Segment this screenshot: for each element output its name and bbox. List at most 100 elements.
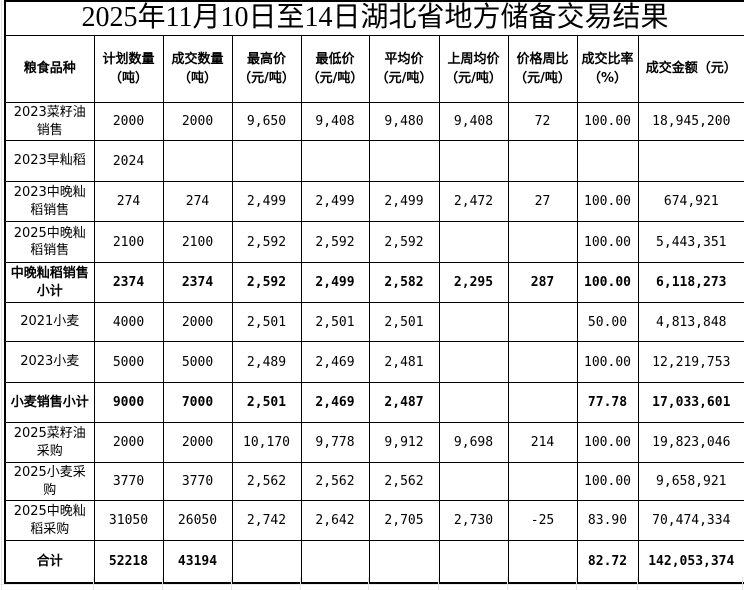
- value-cell: 2000: [162, 422, 233, 464]
- value-cell: [368, 140, 440, 183]
- value-cell: 10,170: [231, 422, 302, 464]
- value-cell: 19,823,046: [637, 422, 744, 464]
- value-cell: 2,499: [231, 181, 302, 223]
- value-cell: 2100: [162, 221, 233, 264]
- value-cell: 2000: [162, 101, 233, 142]
- value-cell: 2,562: [300, 462, 370, 502]
- value-cell: 9,698: [438, 422, 509, 464]
- value-cell: 2000: [162, 302, 233, 343]
- value-cell: 9000: [93, 382, 164, 424]
- variety-cell: 小麦销售小计: [4, 382, 95, 424]
- value-cell: 9,778: [300, 422, 370, 464]
- value-cell: 2100: [93, 221, 164, 264]
- table-row: 2025中晚籼稻销售 2100 2100 2,592 2,592 2,592 100.00 5…: [4, 221, 744, 264]
- sheet-gridline: [1, 0, 2, 590]
- value-cell: [507, 540, 578, 584]
- value-cell: 77.78: [576, 382, 639, 424]
- value-cell: 274: [162, 181, 233, 223]
- sheet-gridline: [742, 577, 743, 590]
- variety-cell: 2025小麦采购: [4, 462, 95, 502]
- table-row: 2025中晚籼稻采购 31050 26050 2,742 2,642 2,705 2,730…: [4, 500, 744, 542]
- sheet-gridline: [576, 577, 577, 590]
- column-header: 最低价 （元/吨）: [300, 35, 370, 103]
- value-cell: 72: [507, 101, 578, 142]
- value-cell: 2,705: [368, 500, 440, 542]
- value-cell: 27: [507, 181, 578, 223]
- sheet-gridline: [300, 577, 301, 590]
- value-cell: 2,592: [300, 221, 370, 264]
- value-cell: 2,501: [231, 382, 302, 424]
- value-cell: [438, 302, 509, 343]
- value-cell: 274: [93, 181, 164, 223]
- column-header: 成交比率 （%）: [576, 35, 639, 103]
- value-cell: 2,501: [231, 302, 302, 343]
- value-cell: 9,408: [300, 101, 370, 142]
- table-row: 合计 52218 43194 82.72 142,053,374: [4, 540, 744, 584]
- table-row: 2025小麦采购 3770 3770 2,562 2,562 2,562 100.00 9,6…: [4, 462, 744, 502]
- value-cell: [576, 140, 639, 183]
- value-cell: 18,945,200: [637, 101, 744, 142]
- value-cell: 31050: [93, 500, 164, 542]
- value-cell: 2,592: [368, 221, 440, 264]
- value-cell: 2374: [162, 262, 233, 304]
- value-cell: 2,489: [231, 341, 302, 384]
- value-cell: 50.00: [576, 302, 639, 343]
- value-cell: 4000: [93, 302, 164, 343]
- variety-cell: 2023菜籽油销售: [4, 101, 95, 142]
- table-row: 2023小麦 5000 5000 2,489 2,469 2,481 100.00 12,21…: [4, 341, 744, 384]
- sheet-gridline: [93, 577, 94, 590]
- column-header: 计划数量 （吨）: [93, 35, 164, 103]
- column-header: 最高价 （元/吨）: [231, 35, 302, 103]
- value-cell: 100.00: [576, 341, 639, 384]
- variety-cell: 2025中晚籼稻销售: [4, 221, 95, 264]
- value-cell: 2,481: [368, 341, 440, 384]
- value-cell: 2,592: [231, 262, 302, 304]
- value-cell: 2,499: [300, 181, 370, 223]
- value-cell: [507, 382, 578, 424]
- value-cell: [637, 140, 744, 183]
- title-row: 2025年11月10日至14日湖北省地方储备交易结果: [4, 0, 744, 36]
- value-cell: 9,650: [231, 101, 302, 142]
- value-cell: 2,501: [368, 302, 440, 343]
- value-cell: 43194: [162, 540, 233, 584]
- value-cell: 26050: [162, 500, 233, 542]
- table-header-row: 粮食品种 计划数量 （吨） 成交数量 （吨） 最高价 （元/吨） 最低价 （元/吨） 平均…: [4, 35, 744, 103]
- variety-cell: 合计: [4, 540, 95, 584]
- value-cell: [438, 462, 509, 502]
- sheet-gridline: [0, 584, 744, 585]
- value-cell: 2,742: [231, 500, 302, 542]
- value-cell: [507, 341, 578, 384]
- value-cell: [438, 341, 509, 384]
- value-cell: 5,443,351: [637, 221, 744, 264]
- sheet-gridline: [637, 577, 638, 590]
- sheet-gridline: [368, 577, 369, 590]
- value-cell: 100.00: [576, 262, 639, 304]
- value-cell: 2374: [93, 262, 164, 304]
- value-cell: 70,474,334: [637, 500, 744, 542]
- value-cell: 2024: [93, 140, 164, 183]
- variety-cell: 2021小麦: [4, 302, 95, 343]
- value-cell: 6,118,273: [637, 262, 744, 304]
- table-body: 2023菜籽油销售 2000 2000 9,650 9,408 9,480 9,408 72 1…: [4, 101, 744, 584]
- value-cell: 2,469: [300, 382, 370, 424]
- value-cell: [162, 140, 233, 183]
- value-cell: [507, 140, 578, 183]
- variety-cell: 2025菜籽油采购: [4, 422, 95, 464]
- column-header: 上周均价 （元/吨）: [438, 35, 509, 103]
- trade-results-table: 2025年11月10日至14日湖北省地方储备交易结果 粮食品种 计划数量 （吨）成…: [4, 0, 744, 584]
- value-cell: 2,562: [231, 462, 302, 502]
- value-cell: 12,219,753: [637, 341, 744, 384]
- value-cell: 2000: [93, 101, 164, 142]
- value-cell: [438, 140, 509, 183]
- sheet-gridline: [507, 577, 508, 590]
- sheet-gridline: [162, 577, 163, 590]
- value-cell: 100.00: [576, 221, 639, 264]
- value-cell: 2,592: [231, 221, 302, 264]
- value-cell: 52218: [93, 540, 164, 584]
- value-cell: 9,658,921: [637, 462, 744, 502]
- column-header: 平均价 （元/吨）: [368, 35, 440, 103]
- variety-cell: 2023中晚籼稻销售: [4, 181, 95, 223]
- value-cell: [368, 540, 440, 584]
- value-cell: 2,642: [300, 500, 370, 542]
- value-cell: 100.00: [576, 101, 639, 142]
